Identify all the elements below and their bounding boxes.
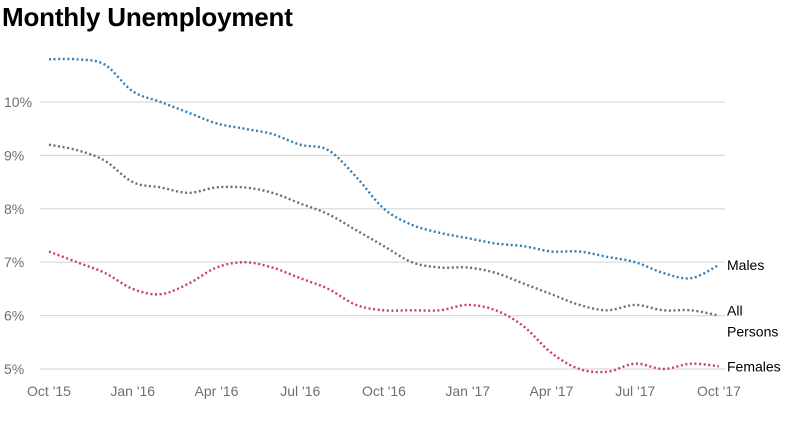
y-axis-ticks: 5% 6% 7% 8% 9% 10% [4,94,32,377]
series-lines [48,57,720,374]
x-tick-label: Jul '16 [280,383,320,399]
x-tick-label: Oct '17 [697,383,741,399]
y-tick-label: 5% [4,361,24,377]
x-axis-ticks: Oct '15 Jan '16 Apr '16 Jul '16 Oct '16 Jan '… [27,383,741,399]
series-label-all-persons: All [727,303,743,319]
x-tick-label: Oct '16 [362,383,406,399]
y-tick-label: 9% [4,147,24,163]
y-tick-label: 8% [4,201,24,217]
series-label-all-persons: Persons [727,324,778,340]
y-tick-label: 10% [4,94,32,110]
x-tick-label: Apr '17 [530,383,574,399]
series-line-females [48,250,720,374]
x-tick-label: Apr '16 [195,383,239,399]
series-line-all-persons [48,143,720,317]
y-tick-label: 7% [4,254,24,270]
x-tick-label: Oct '15 [27,383,71,399]
series-labels: Males All Persons Females [727,257,781,374]
series-line-males [48,57,720,280]
x-tick-label: Jan '16 [110,383,155,399]
x-tick-label: Jul '17 [615,383,655,399]
y-tick-label: 6% [4,308,24,324]
series-label-females: Females [727,358,781,374]
gridlines [40,101,725,370]
chart-title: Monthly Unemployment [2,2,293,32]
series-label-males: Males [727,257,764,273]
x-tick-label: Jan '17 [445,383,490,399]
